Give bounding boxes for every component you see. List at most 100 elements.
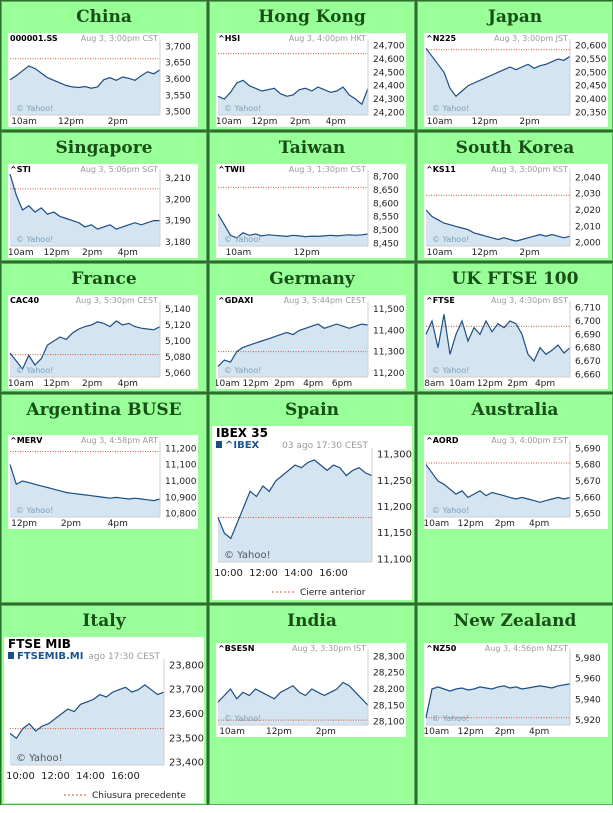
price-area [426, 210, 570, 246]
symbol-label: ^GDAXI [218, 296, 253, 305]
x-tick-label: 2pm [519, 248, 539, 258]
chart-france[interactable]: CAC40 Aug 3, 5:30pm CEST 5,060 5,080 5,100 5,… [8, 295, 198, 389]
y-tick-label: 11,150 [377, 528, 412, 539]
x-tick-label: 12pm [243, 379, 269, 389]
x-tick-label: 10am [427, 248, 453, 258]
y-tick-label: 6,670 [575, 357, 601, 367]
y-tick-label: 2,040 [575, 173, 601, 183]
yahoo-credit: © Yahoo! [224, 714, 261, 723]
symbol-label: ^KS11 [426, 165, 456, 174]
symbol-label: CAC40 [10, 296, 40, 305]
y-tick-label: 11,500 [373, 305, 405, 315]
y-tick-label: 28,150 [373, 701, 405, 711]
y-tick-label: 20,500 [575, 68, 607, 78]
x-tick-label: 10am [449, 379, 475, 389]
chart-italy[interactable]: FTSE MIB FTSEMIB.MI ago 17:30 CEST Chiusura… [4, 637, 204, 803]
market-title: Hong Kong [258, 7, 366, 27]
market-cell-uk-ftse-100: UK FTSE 100 ^FTSE Aug 3, 4:30pm BST 6,660 6,… [417, 263, 613, 392]
y-tick-label: 10,800 [165, 510, 197, 520]
y-tick-label: 5,690 [575, 444, 601, 454]
symbol-label: ^TWII [218, 165, 245, 174]
market-title: Japan [487, 7, 543, 27]
x-tick-label: 10am [424, 519, 449, 529]
y-tick-label: 5,140 [165, 305, 191, 315]
symbol-label: ^MERV [10, 436, 43, 445]
chart-south-korea[interactable]: ^KS11 Aug 3, 3:00pm KST 2,000 2,010 2,020 2,0… [424, 164, 608, 258]
x-tick-label: 2pm [316, 727, 336, 737]
chart-china[interactable]: 000001.SS Aug 3, 3:00pm CST 3,500 3,550 3,60… [8, 33, 198, 127]
timestamp: Aug 3, 1:30pm CST [289, 165, 366, 174]
chart-argentina-buse[interactable]: ^MERV Aug 3, 4:58pm ART 10,800 10,900 11,000… [8, 435, 198, 529]
y-tick-label: 24,600 [373, 55, 405, 65]
chart-uk-ftse-100[interactable]: ^FTSE Aug 3, 4:30pm BST 6,660 6,670 6,680 6,6… [424, 295, 608, 389]
market-cell-taiwan: Taiwan ^TWII Aug 3, 1:30pm CST 8,450 8,500 8,… [209, 132, 415, 261]
price-line [217, 79, 369, 106]
x-tick-label: 16:00 [111, 771, 140, 782]
price-line [217, 213, 369, 239]
market-title: Spain [285, 400, 339, 420]
y-tick-label: 11,000 [165, 477, 197, 487]
symbol-label: ^AORD [426, 436, 459, 445]
yahoo-credit: © Yahoo! [432, 506, 469, 515]
x-tick-label: 4pm [535, 379, 555, 389]
market-cell-germany: Germany ^GDAXI Aug 3, 5:44pm CEST 11,200 11,… [209, 263, 415, 392]
y-tick-label: 11,300 [373, 348, 405, 358]
market-cell-france: France CAC40 Aug 3, 5:30pm CEST 5,060 5,080 5… [1, 263, 207, 392]
chart-new-zealand[interactable]: ^NZ50 Aug 3, 4:56pm NZST 5,920 5,940 5,960 5,… [424, 643, 608, 737]
x-tick-label: 6pm [332, 379, 352, 389]
y-tick-label: 20,400 [575, 95, 607, 105]
x-tick-label: 10:00 [214, 568, 243, 579]
y-tick-label: 5,060 [165, 369, 191, 379]
y-tick-label: 2,030 [575, 190, 601, 200]
chart-taiwan[interactable]: ^TWII Aug 3, 1:30pm CST 8,450 8,500 8,550 8,6… [216, 164, 406, 258]
x-tick-label: 2pm [290, 117, 310, 127]
chart-singapore[interactable]: ^STI Aug 3, 5:06pm SGT 3,180 3,190 3,200 3,21… [8, 164, 198, 258]
chart-germany[interactable]: ^GDAXI Aug 3, 5:44pm CEST 11,200 11,300 11,4… [216, 295, 406, 389]
y-tick-label: 5,120 [165, 321, 191, 331]
y-tick-label: 10,900 [165, 493, 197, 503]
price-line [425, 209, 571, 242]
x-tick-label: 14:00 [76, 771, 105, 782]
x-tick-label: 4pm [326, 117, 346, 127]
x-tick-label: 2pm [495, 727, 515, 737]
chart-japan[interactable]: ^N225 Aug 3, 3:00pm JST 20,350 20,400 20,450… [424, 33, 608, 127]
y-tick-label: 3,200 [165, 195, 191, 205]
x-tick-label: 12pm [251, 117, 277, 127]
x-tick-label: 4pm [118, 379, 138, 389]
price-line [9, 320, 161, 371]
x-tick-label: 12pm [458, 727, 484, 737]
yahoo-credit: © Yahoo! [224, 104, 261, 113]
chart-svg: CAC40 Aug 3, 5:30pm CEST 5,060 5,080 5,100 5,… [8, 296, 191, 389]
chart-spain[interactable]: IBEX 35 ^IBEX 03 ago 17:30 CEST Cierre ante… [212, 426, 412, 600]
timestamp: ago 17:30 CEST [88, 652, 160, 662]
timestamp: Aug 3, 3:00pm KST [491, 165, 568, 174]
chart-svg: ^STI Aug 3, 5:06pm SGT 3,180 3,190 3,200 3,21… [8, 165, 191, 258]
yahoo-credit: © Yahoo! [224, 550, 271, 561]
chart-australia[interactable]: ^AORD Aug 3, 4:00pm EST 5,650 5,660 5,670 5,6… [424, 435, 608, 529]
x-tick-label: 4pm [108, 519, 128, 529]
market-title: Australia [471, 400, 559, 420]
price-area [426, 683, 570, 725]
timestamp: Aug 3, 4:30pm BST [491, 296, 568, 305]
y-tick-label: 11,300 [377, 450, 412, 461]
yahoo-credit: © Yahoo! [432, 235, 469, 244]
price-line [9, 65, 161, 89]
y-tick-label: 28,300 [373, 652, 405, 662]
x-tick-label: 12:00 [249, 568, 278, 579]
y-tick-label: 6,700 [575, 317, 601, 327]
market-title: New Zealand [453, 611, 577, 631]
y-tick-label: 24,200 [373, 108, 405, 118]
y-tick-label: 8,600 [373, 199, 399, 209]
x-tick-label: 10am [427, 117, 453, 127]
price-line [9, 464, 161, 502]
timestamp: Aug 3, 3:00pm JST [494, 34, 568, 43]
yahoo-credit: © Yahoo! [16, 104, 53, 113]
market-cell-hong-kong: Hong Kong ^HSI Aug 3, 4:00pm HKT 24,200 24,3… [209, 1, 415, 130]
market-title: Taiwan [278, 138, 346, 158]
y-tick-label: 5,650 [575, 510, 601, 520]
market-title: India [287, 611, 337, 631]
chart-india[interactable]: ^BSESN Aug 3, 3:30pm IST 28,100 28,150 28,20… [216, 643, 406, 737]
chart-hong-kong[interactable]: ^HSI Aug 3, 4:00pm HKT 24,200 24,300 24,400 2… [216, 33, 406, 127]
x-tick-label: 4pm [529, 519, 549, 529]
market-cell-japan: Japan ^N225 Aug 3, 3:00pm JST 20,350 20,400 2… [417, 1, 613, 130]
